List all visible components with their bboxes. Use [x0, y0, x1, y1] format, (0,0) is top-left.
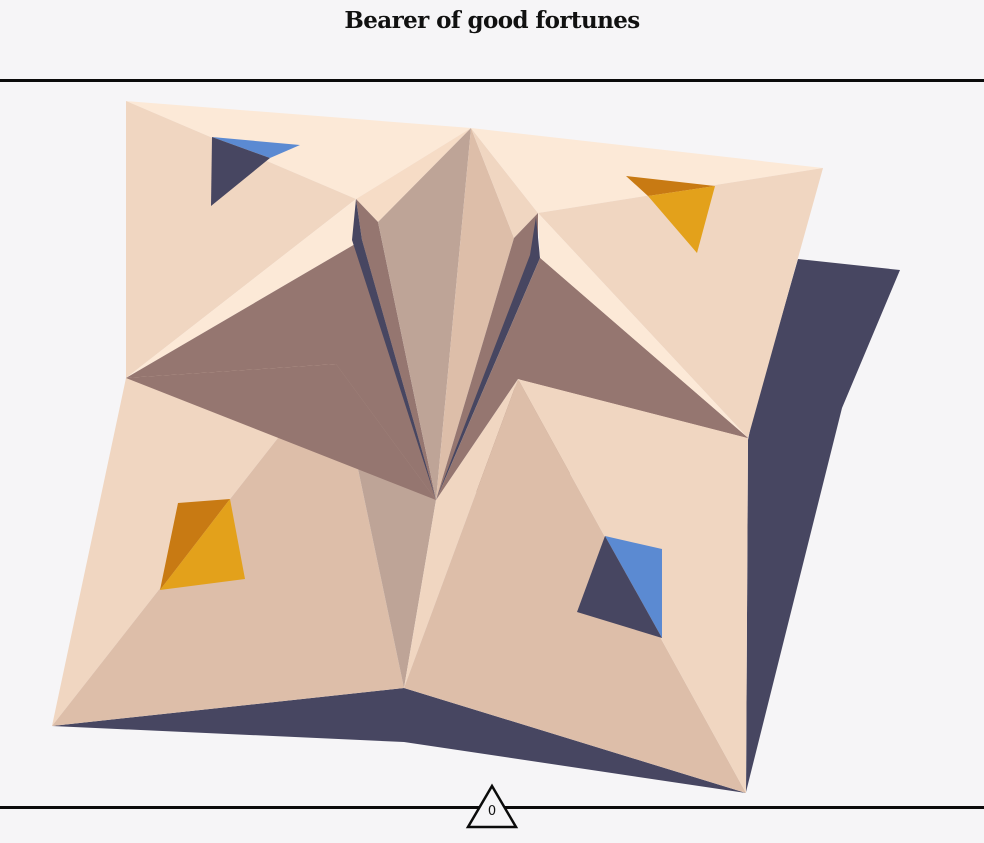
bottom-right-marker-dark	[577, 536, 662, 638]
shadow-right	[746, 259, 900, 792]
top-right-marker-light	[648, 186, 715, 253]
center-fold[interactable]	[352, 128, 540, 500]
triangle-icon	[465, 783, 519, 829]
top-left-marker-blue	[212, 137, 300, 158]
counter-badge[interactable]: 0	[464, 782, 520, 832]
fortune-teller-shadow	[52, 259, 900, 793]
bottom-right-flap[interactable]	[404, 258, 748, 793]
bottom-left-flap[interactable]	[52, 364, 436, 726]
top-divider	[0, 79, 984, 82]
shadow-bottom	[52, 688, 746, 793]
bottom-left-marker-light	[160, 499, 245, 590]
page-title: Bearer of good fortunes	[344, 7, 640, 34]
top-left-marker-dark	[211, 137, 270, 206]
top-right-marker-dark	[626, 176, 715, 196]
